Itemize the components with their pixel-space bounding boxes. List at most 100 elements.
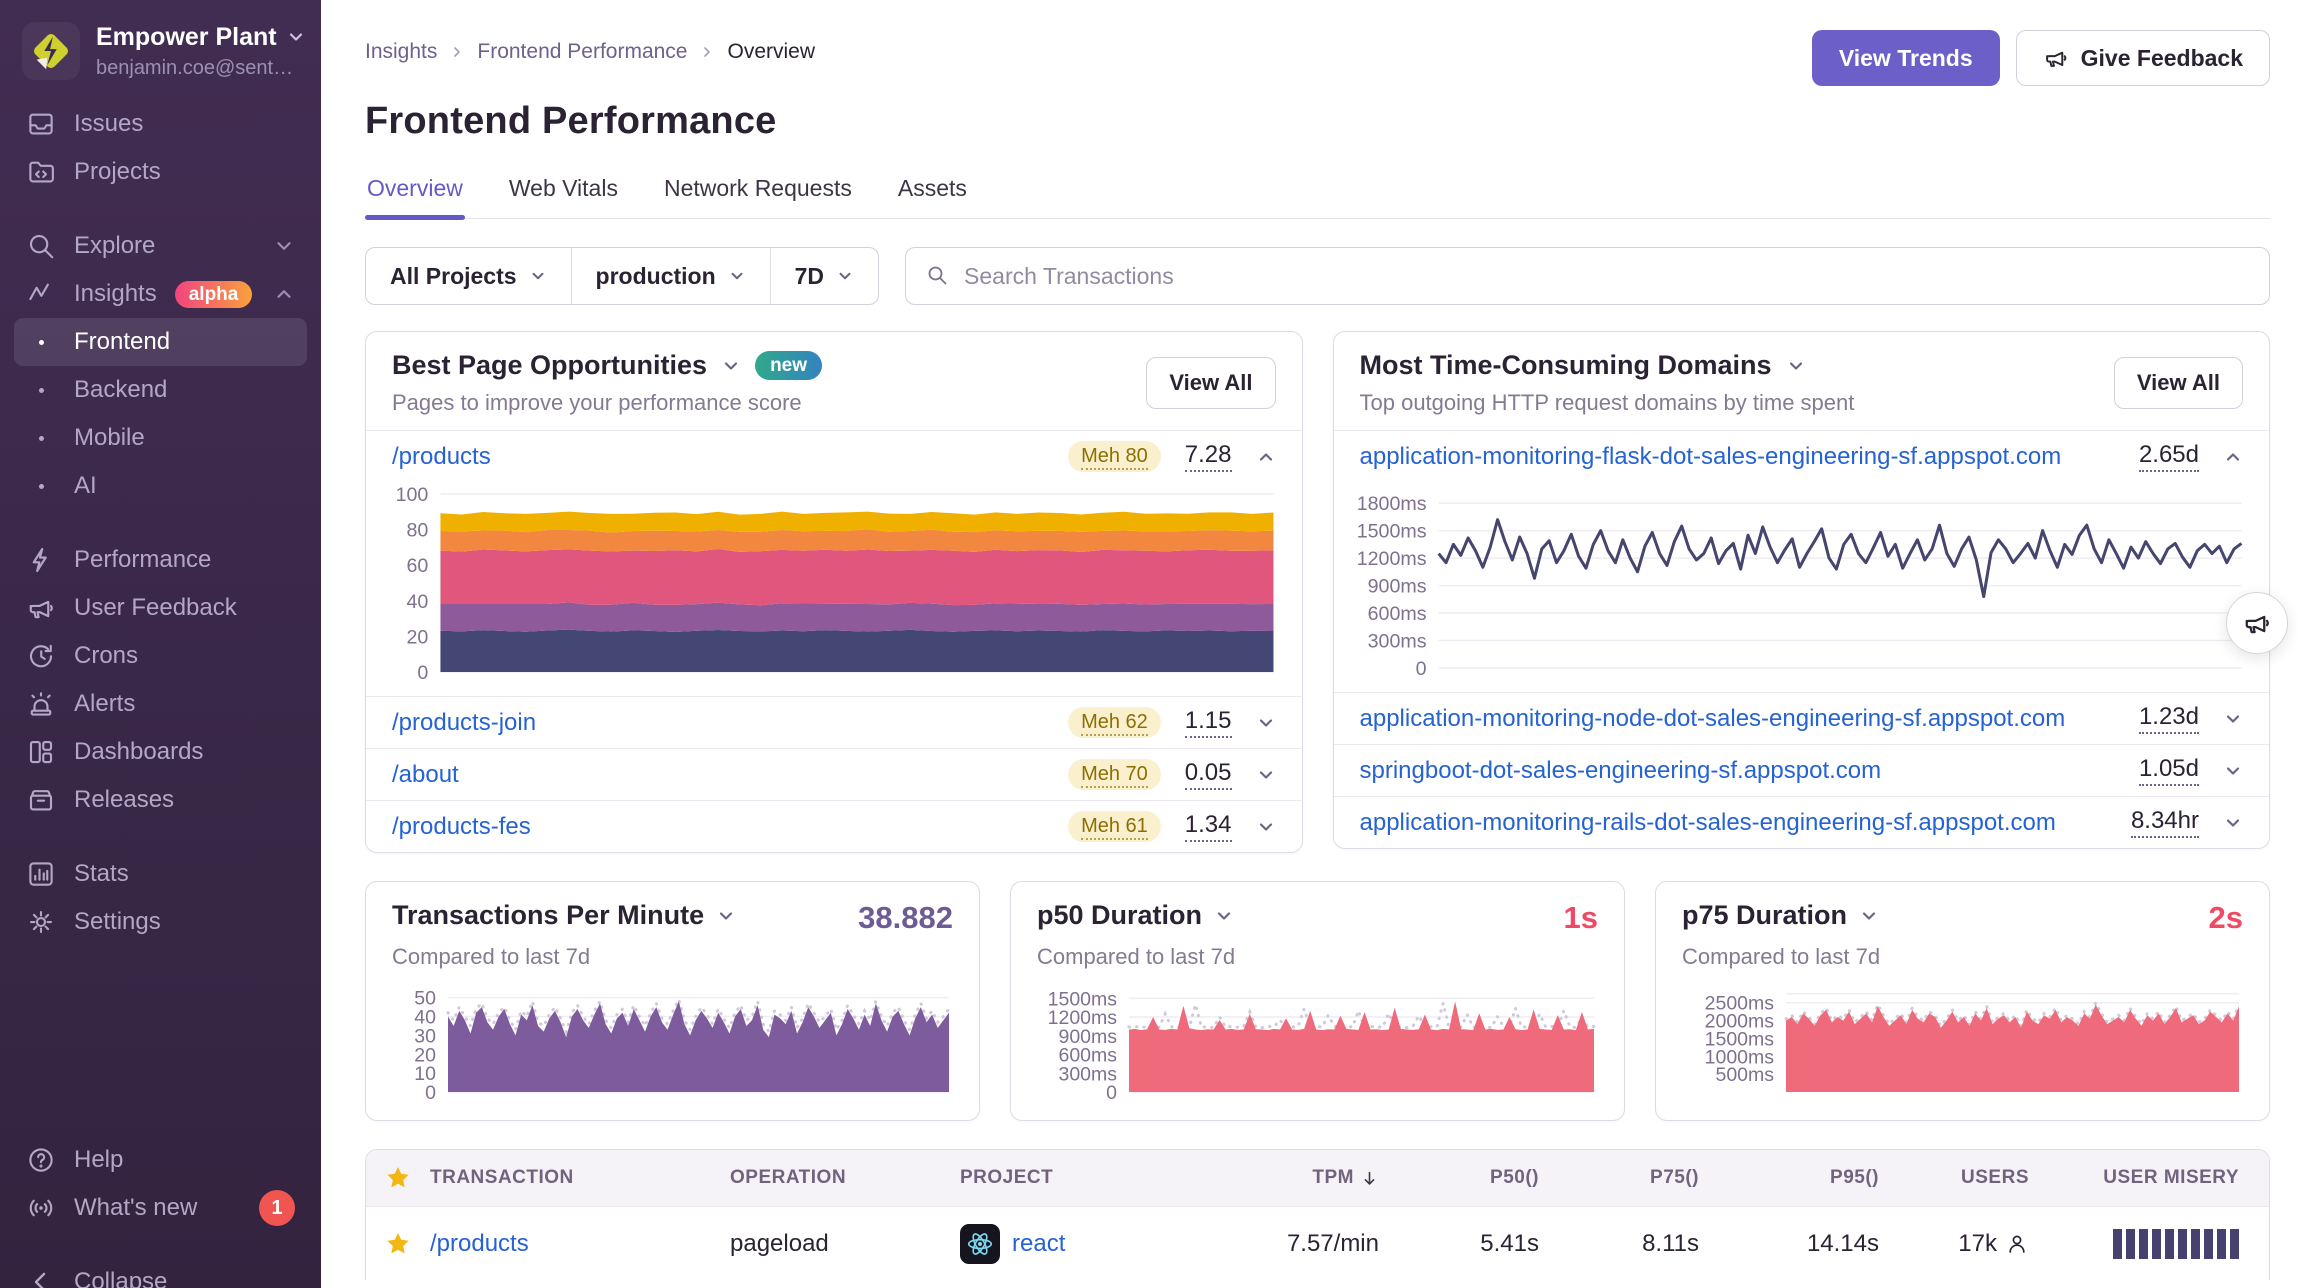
p50-duration-card: p50 Duration 1s Compared to last 7d 0 300… — [1010, 881, 1625, 1121]
sidebar-item-insights[interactable]: Insights alpha — [14, 270, 307, 318]
page-score-stacked-chart: 0 20 40 60 80 100 — [366, 482, 1302, 696]
sidebar-item-crons[interactable]: Crons — [14, 632, 307, 680]
sidebar-item-projects[interactable]: Projects — [14, 148, 307, 196]
time-spent-value[interactable]: 1.23d — [2138, 703, 2199, 734]
sidebar-item-label: Crons — [74, 642, 139, 669]
svg-text:1200ms: 1200ms — [1048, 1007, 1118, 1029]
chevron-down-icon[interactable] — [1256, 713, 1276, 733]
sidebar-footer: Help What's new 1 Collapse — [14, 1136, 307, 1288]
time-spent-value[interactable]: 8.34hr — [2130, 807, 2199, 838]
page-link[interactable]: /products-join — [392, 708, 537, 736]
project-filter-dropdown[interactable]: All Projects — [366, 248, 571, 304]
column-header-user-misery[interactable]: USER MISERY — [2103, 1167, 2239, 1188]
view-all-button[interactable]: View All — [2113, 357, 2243, 409]
sidebar-item-user-feedback[interactable]: User Feedback — [14, 584, 307, 632]
org-switcher[interactable]: Empower Plant benjamin.coe@sent… — [14, 16, 307, 100]
tab-assets[interactable]: Assets — [897, 175, 967, 201]
releases-icon — [26, 785, 56, 815]
svg-text:10: 10 — [414, 1063, 436, 1085]
project-cell[interactable]: react — [960, 1223, 1199, 1264]
chevron-down-icon[interactable] — [1786, 356, 1806, 376]
breadcrumb-insights[interactable]: Insights — [365, 40, 438, 63]
chevron-down-icon[interactable] — [1214, 906, 1234, 926]
svg-text:500ms: 500ms — [1715, 1064, 1774, 1086]
clock-icon — [26, 641, 56, 671]
chevron-down-icon[interactable] — [2223, 709, 2243, 729]
metric-value: 1s — [1563, 900, 1598, 935]
opportunity-value[interactable]: 0.05 — [1184, 759, 1232, 790]
score-badge[interactable]: Meh 80 — [1068, 441, 1161, 472]
sidebar-item-frontend[interactable]: Frontend — [14, 318, 307, 366]
domain-link[interactable]: application-monitoring-node-dot-sales-en… — [1359, 704, 2066, 732]
domain-link[interactable]: application-monitoring-flask-dot-sales-e… — [1359, 442, 2062, 470]
floating-feedback-button[interactable] — [2226, 592, 2288, 654]
chevron-down-icon[interactable] — [1256, 765, 1276, 785]
domain-row: application-monitoring-node-dot-sales-en… — [1333, 692, 2269, 744]
sidebar-item-explore[interactable]: Explore — [14, 222, 307, 270]
domain-link[interactable]: springboot-dot-sales-engineering-sf.apps… — [1359, 756, 1882, 784]
transaction-link[interactable]: /products — [430, 1229, 529, 1257]
search-transactions-input[interactable] — [964, 262, 2249, 290]
sidebar-item-releases[interactable]: Releases — [14, 776, 307, 824]
sidebar-item-mobile[interactable]: Mobile — [14, 414, 307, 462]
column-header-operation[interactable]: OPERATION — [730, 1167, 847, 1188]
chevron-down-icon[interactable] — [721, 356, 741, 376]
give-feedback-button[interactable]: Give Feedback — [2015, 30, 2270, 86]
sidebar-collapse-button[interactable]: Collapse — [14, 1258, 307, 1288]
column-header-transaction[interactable]: TRANSACTION — [430, 1167, 574, 1188]
score-badge[interactable]: Meh 61 — [1068, 811, 1161, 842]
tab-overview[interactable]: Overview — [365, 175, 465, 220]
column-header-p50[interactable]: P50() — [1490, 1167, 1539, 1188]
view-trends-button[interactable]: View Trends — [1811, 30, 2000, 86]
tab-network-requests[interactable]: Network Requests — [663, 175, 852, 201]
sidebar-item-dashboards[interactable]: Dashboards — [14, 728, 307, 776]
chevron-down-icon[interactable] — [1256, 817, 1276, 837]
sidebar-item-help[interactable]: Help — [14, 1136, 307, 1184]
chevron-down-icon[interactable] — [1859, 906, 1879, 926]
breadcrumb-frontend-performance[interactable]: Frontend Performance — [477, 40, 688, 63]
chevron-up-icon[interactable] — [1256, 447, 1276, 467]
sidebar-item-issues[interactable]: Issues — [14, 100, 307, 148]
chevron-down-icon[interactable] — [716, 906, 736, 926]
domain-row: application-monitoring-rails-dot-sales-e… — [1333, 796, 2269, 848]
time-spent-value[interactable]: 2.65d — [2138, 441, 2199, 472]
sidebar-item-alerts[interactable]: Alerts — [14, 680, 307, 728]
svg-text:80: 80 — [407, 520, 429, 542]
opportunity-value[interactable]: 1.15 — [1184, 707, 1232, 738]
column-header-p95[interactable]: P95() — [1830, 1167, 1879, 1188]
opportunity-value[interactable]: 7.28 — [1184, 441, 1232, 472]
time-spent-value[interactable]: 1.05d — [2138, 755, 2199, 786]
chevron-down-icon[interactable] — [2223, 761, 2243, 781]
domain-row: application-monitoring-flask-dot-sales-e… — [1333, 430, 2269, 482]
p50-area-chart: 0 300ms 600ms 900ms 1200ms 1500ms — [1037, 984, 1598, 1106]
view-all-button[interactable]: View All — [1146, 357, 1276, 409]
sidebar-item-backend[interactable]: Backend — [14, 366, 307, 414]
svg-text:1500ms: 1500ms — [1048, 988, 1118, 1010]
column-header-tpm[interactable]: TPM — [1199, 1167, 1379, 1189]
date-range-dropdown[interactable]: 7D — [769, 248, 878, 304]
score-badge[interactable]: Meh 70 — [1068, 759, 1161, 790]
star-icon[interactable] — [366, 1165, 430, 1191]
chevron-down-icon[interactable] — [2223, 813, 2243, 833]
column-header-p75[interactable]: P75() — [1650, 1167, 1699, 1188]
page-link[interactable]: /products-fes — [392, 812, 531, 840]
domain-link[interactable]: application-monitoring-rails-dot-sales-e… — [1359, 808, 2056, 836]
sidebar-item-stats[interactable]: Stats — [14, 850, 307, 898]
chevron-up-icon[interactable] — [2223, 447, 2243, 467]
svg-text:600ms: 600ms — [1058, 1045, 1117, 1067]
sidebar-item-settings[interactable]: Settings — [14, 898, 307, 946]
page-link[interactable]: /about — [392, 760, 459, 788]
tabs: Overview Web Vitals Network Requests Ass… — [365, 175, 2270, 220]
column-header-users[interactable]: USERS — [1961, 1167, 2029, 1188]
sidebar-item-performance[interactable]: Performance — [14, 536, 307, 584]
opportunity-value[interactable]: 1.34 — [1184, 811, 1232, 842]
score-badge[interactable]: Meh 62 — [1068, 707, 1161, 738]
star-icon[interactable] — [366, 1231, 430, 1257]
tab-web-vitals[interactable]: Web Vitals — [508, 175, 618, 201]
column-header-tpm-label: TPM — [1312, 1167, 1354, 1188]
sidebar-item-ai[interactable]: AI — [14, 462, 307, 510]
page-link[interactable]: /products — [392, 442, 491, 470]
environment-filter-dropdown[interactable]: production — [570, 248, 770, 304]
sidebar-item-whats-new[interactable]: What's new 1 — [14, 1184, 307, 1232]
column-header-project[interactable]: PROJECT — [960, 1167, 1054, 1188]
